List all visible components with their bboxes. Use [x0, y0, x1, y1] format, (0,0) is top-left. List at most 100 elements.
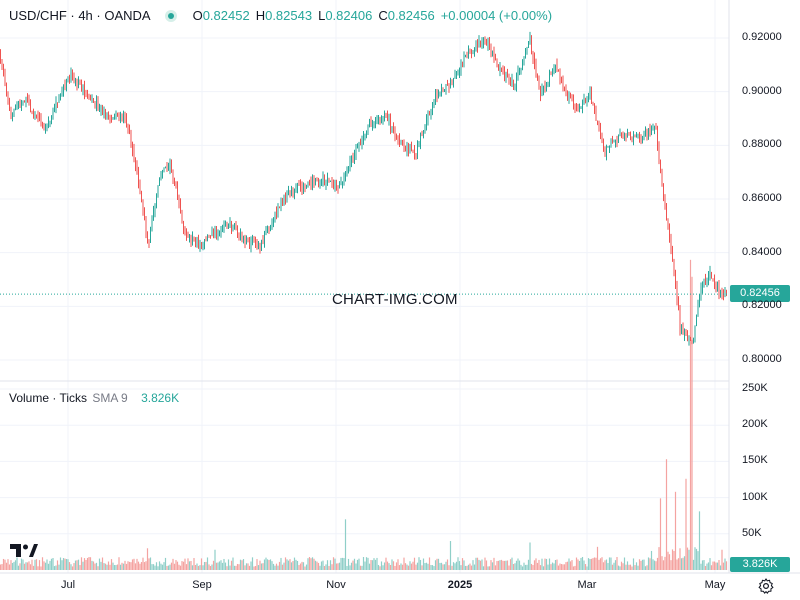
- volume-bar: [329, 560, 332, 570]
- volume-bar: [544, 558, 546, 570]
- volume-bar: [572, 566, 575, 570]
- volume-tick-label: 200K: [742, 418, 768, 431]
- volume-bar: [34, 559, 36, 570]
- volume-bar: [631, 566, 633, 570]
- volume-bar: [472, 560, 474, 570]
- volume-bar: [427, 563, 429, 570]
- volume-bar: [370, 559, 372, 570]
- volume-bar: [703, 560, 705, 570]
- volume-bar: [92, 561, 95, 570]
- volume-title[interactable]: Volume · Ticks: [9, 391, 88, 405]
- volume-bar: [475, 557, 477, 570]
- volume-bar: [158, 561, 161, 570]
- volume-bar: [499, 560, 501, 570]
- volume-bar: [446, 559, 449, 570]
- volume-bar: [602, 562, 605, 570]
- volume-bar: [527, 559, 530, 570]
- volume-bar: [502, 560, 504, 570]
- change-value: +0.00004 (+0.00%): [440, 8, 553, 23]
- volume-bar: [424, 563, 426, 570]
- volume-bar: [613, 562, 615, 570]
- volume-bar: [443, 564, 446, 570]
- volume-tick-label: 250K: [742, 382, 768, 394]
- volume-bar: [317, 562, 320, 570]
- volume-bar: [94, 563, 96, 570]
- volume-bar: [266, 559, 269, 570]
- volume-bar: [76, 560, 78, 570]
- volume-bar: [103, 563, 105, 570]
- volume-bar: [128, 561, 131, 570]
- volume-bar: [563, 564, 566, 570]
- volume-bar: [70, 564, 72, 570]
- volume-bar: [349, 565, 351, 570]
- volume-bar: [65, 559, 68, 570]
- volume-bar: [218, 561, 221, 570]
- volume-bar: [689, 259, 692, 570]
- volume-bar: [61, 560, 63, 570]
- volume-bar: [376, 557, 378, 570]
- volume-bar: [521, 566, 524, 570]
- volume-bar: [646, 565, 648, 570]
- volume-bar: [407, 565, 410, 570]
- volume-bar: [355, 563, 357, 570]
- volume-bar: [688, 549, 690, 570]
- volume-bar: [670, 560, 672, 570]
- volume-bar: [686, 547, 689, 570]
- volume-bar: [596, 546, 599, 570]
- volume-bar: [286, 559, 288, 570]
- volume-bar: [685, 478, 687, 570]
- volume-bar: [191, 565, 194, 570]
- volume-bar: [233, 565, 236, 570]
- volume-bar: [40, 566, 42, 570]
- volume-bar: [617, 565, 620, 570]
- volume-bar: [593, 557, 596, 570]
- volume-bar: [299, 563, 302, 570]
- volume-bar: [697, 551, 699, 570]
- volume-bar: [374, 559, 377, 570]
- volume-bar: [610, 557, 612, 570]
- volume-bar: [77, 559, 80, 570]
- volume-bar: [215, 562, 218, 570]
- volume-bar: [8, 564, 11, 570]
- volume-bar: [134, 563, 137, 570]
- volume-bar: [149, 557, 152, 570]
- volume-bar: [476, 557, 479, 570]
- volume-bar: [550, 564, 552, 570]
- candlesticks: [0, 31, 727, 346]
- price-tick-label: 0.84000: [742, 245, 782, 258]
- time-tick-label: Sep: [192, 579, 212, 591]
- volume-bar: [545, 558, 548, 570]
- watermark: CHART-IMG.COM: [332, 291, 458, 308]
- volume-bar: [500, 559, 503, 570]
- volume-bar: [479, 560, 482, 570]
- volume-bar: [434, 560, 437, 570]
- volume-bar: [395, 562, 398, 570]
- volume-bar: [16, 557, 18, 570]
- volume-bar: [5, 562, 8, 570]
- volume-bar: [625, 564, 627, 570]
- volume-bar: [151, 564, 153, 570]
- symbol-title[interactable]: USD/CHF · 4h · OANDA: [9, 8, 151, 23]
- tradingview-logo-icon[interactable]: [10, 542, 38, 558]
- volume-bar: [250, 561, 252, 570]
- volume-bar: [653, 560, 656, 570]
- volume-bar: [365, 557, 368, 570]
- volume-bar: [146, 548, 149, 570]
- time-tick-label: Mar: [577, 579, 597, 591]
- volume-bar: [284, 557, 287, 570]
- volume-bar: [98, 558, 101, 570]
- volume-bar: [277, 565, 279, 570]
- volume-bar: [190, 560, 192, 570]
- volume-bar: [601, 557, 603, 570]
- volume-bar: [548, 558, 551, 570]
- volume-bar: [508, 565, 510, 570]
- volume-bar: [719, 565, 722, 570]
- volume-bar: [71, 566, 74, 570]
- volume-bar: [170, 562, 173, 570]
- settings-gear-icon[interactable]: [757, 577, 775, 595]
- volume-bar: [560, 564, 563, 570]
- volume-bar: [59, 557, 62, 570]
- volume-bar: [676, 559, 678, 570]
- volume-bar: [694, 547, 696, 570]
